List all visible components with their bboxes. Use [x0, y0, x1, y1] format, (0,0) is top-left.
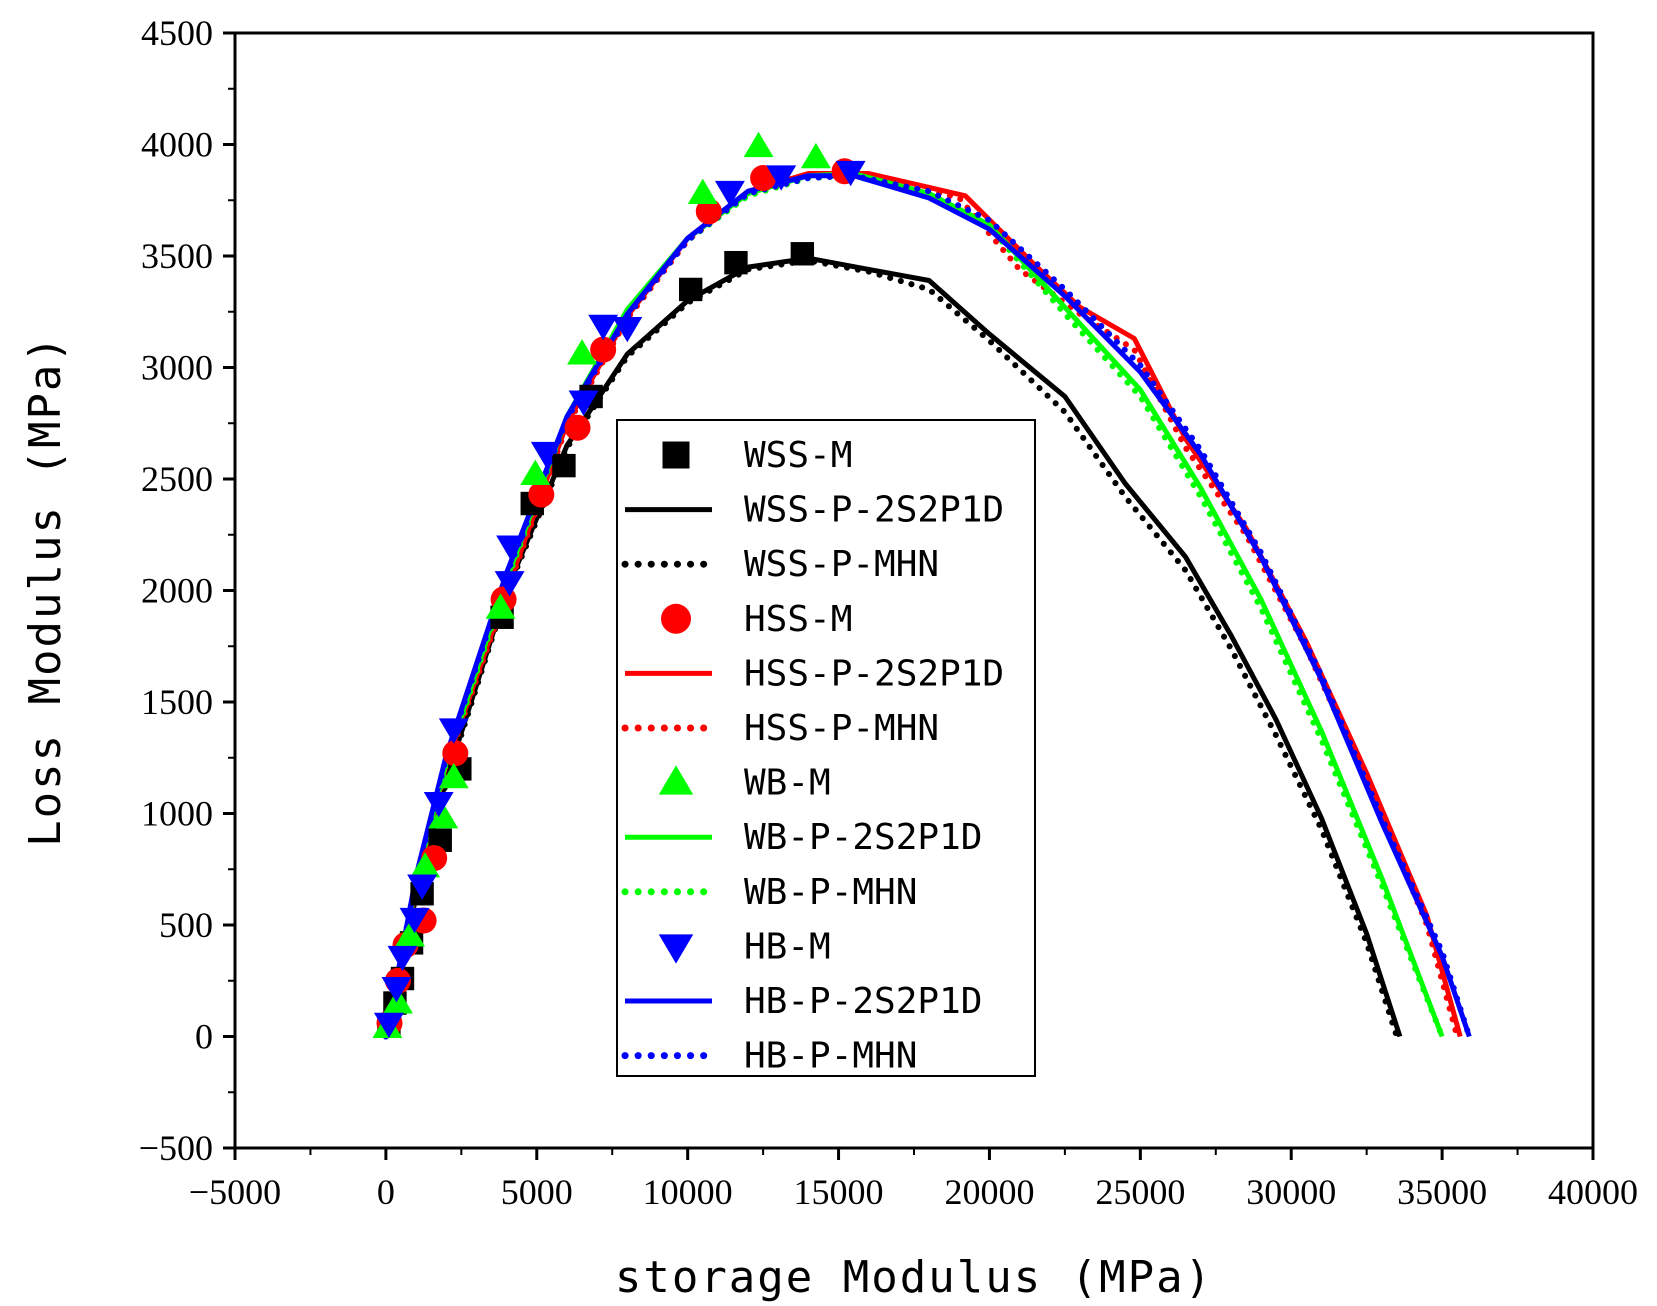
x-tick-label: 20000 — [944, 1172, 1034, 1212]
data-point-wb-m — [485, 593, 516, 619]
data-point-hb-m — [530, 441, 561, 468]
series-markers-hb-m — [373, 160, 866, 1039]
y-tick-label: 2500 — [141, 459, 213, 499]
legend-label: WB-P-2S2P1D — [744, 817, 982, 858]
data-point-wb-m — [687, 178, 718, 204]
data-point-wb-m — [743, 131, 774, 158]
y-tick-label: 500 — [159, 905, 213, 945]
legend-item: WB-P-2S2P1D — [625, 817, 982, 858]
x-tick-label: 5000 — [501, 1172, 573, 1212]
data-point-hb-m — [835, 160, 866, 187]
legend-item: HB-P-MHN — [621, 1036, 917, 1077]
data-point-wb-m — [520, 459, 551, 485]
legend: WSS-M WSS-P-2S2P1D WSS-P-MHN HSS-M HSS-P-2S2… — [616, 419, 1036, 1077]
legend-symbol-wss-m — [662, 441, 690, 469]
data-point-hb-m — [423, 791, 454, 818]
legend-item: WSS-M — [662, 435, 852, 476]
x-tick-label: 10000 — [643, 1172, 733, 1212]
x-tick-label: 35000 — [1397, 1172, 1487, 1212]
legend-item: HSS-P-2S2P1D — [625, 653, 1004, 694]
legend-label: WB-M — [744, 763, 831, 804]
data-point-hb-m — [387, 945, 418, 972]
data-point-wb-m — [438, 762, 469, 789]
axes: −5000 0 5000 10000 15000 20000 25000 30000 35000… — [139, 13, 1638, 1212]
data-point-hss-m — [528, 481, 555, 508]
data-point-hb-m — [494, 571, 525, 597]
legend-label: WSS-P-MHN — [744, 544, 939, 585]
legend-label: HSS-M — [744, 599, 852, 640]
legend-item: HSS-M — [661, 599, 852, 640]
x-tick-label: 0 — [377, 1172, 395, 1212]
data-point-hb-m — [438, 718, 469, 744]
legend-symbol-wb-m — [658, 765, 694, 795]
data-point-hb-m — [496, 535, 527, 561]
data-point-hb-m — [568, 390, 599, 416]
data-point-hb-m — [714, 180, 745, 207]
data-point-wss-m — [678, 277, 703, 302]
data-point-wss-m — [552, 453, 576, 478]
legend-item: HSS-P-MHN — [621, 708, 939, 749]
legend-symbol-hss-m — [661, 603, 691, 634]
legend-label: WSS-P-2S2P1D — [744, 490, 1004, 531]
y-tick-label: −500 — [139, 1128, 213, 1168]
data-point-wb-m — [800, 142, 831, 169]
data-point-hb-m — [399, 907, 430, 934]
data-point-wb-m — [383, 988, 413, 1014]
y-tick-label: 3500 — [141, 236, 213, 276]
x-axis-title: storage Modulus (MPa) — [615, 1252, 1213, 1303]
y-tick-label: 2000 — [141, 571, 213, 611]
x-tick-label: 25000 — [1095, 1172, 1185, 1212]
y-tick-label: 3000 — [141, 348, 213, 388]
data-point-wb-m — [428, 803, 459, 829]
y-tick-label: 4500 — [141, 13, 213, 53]
data-point-wss-m — [724, 250, 748, 275]
x-tick-label: 15000 — [794, 1172, 884, 1212]
data-point-wss-m — [790, 242, 815, 266]
x-tick-label: 40000 — [1548, 1172, 1638, 1212]
data-point-hss-m — [695, 198, 722, 225]
data-point-hb-m — [612, 316, 643, 343]
series-markers — [372, 131, 866, 1039]
legend-item: WB-P-MHN — [621, 872, 917, 913]
legend-box — [616, 419, 1036, 1077]
legend-label: HSS-P-MHN — [744, 708, 939, 749]
y-axis-title: Loss Modulus (MPa) — [20, 334, 71, 847]
data-point-hss-m — [750, 164, 777, 191]
data-point-hb-m — [588, 314, 619, 341]
data-point-hss-m — [442, 740, 469, 767]
series-markers-wb-m — [372, 131, 831, 1038]
legend-label: HB-M — [744, 926, 831, 967]
data-point-wb-m — [567, 339, 597, 365]
data-point-wb-m — [410, 852, 441, 878]
legend-item: WSS-P-2S2P1D — [625, 490, 1004, 531]
legend-label: WSS-M — [744, 435, 852, 476]
data-point-hb-m — [381, 977, 412, 1003]
x-tick-label: −5000 — [189, 1172, 281, 1212]
legend-symbol-hb-m — [658, 934, 694, 964]
x-tick-label: 30000 — [1246, 1172, 1336, 1212]
y-tick-label: 4000 — [141, 125, 213, 165]
data-point-hb-m — [373, 1012, 404, 1039]
data-point-wb-m — [395, 921, 425, 947]
y-tick-label: 1500 — [141, 682, 213, 722]
legend-label: HSS-P-2S2P1D — [744, 653, 1004, 694]
legend-label: HB-P-2S2P1D — [744, 981, 982, 1022]
legend-label: WB-P-MHN — [744, 872, 917, 913]
data-point-hss-m — [590, 336, 617, 363]
legend-item: WB-M — [658, 763, 831, 804]
legend-item: HB-P-2S2P1D — [625, 981, 982, 1022]
legend-item: HB-M — [658, 926, 831, 967]
data-point-hss-m — [564, 414, 591, 441]
y-tick-label: 0 — [195, 1017, 213, 1057]
legend-item: WSS-P-MHN — [621, 544, 939, 585]
legend-label: HB-P-MHN — [744, 1036, 917, 1077]
data-point-hb-m — [766, 165, 797, 191]
data-point-hb-m — [407, 874, 438, 900]
y-tick-label: 1000 — [141, 794, 213, 834]
